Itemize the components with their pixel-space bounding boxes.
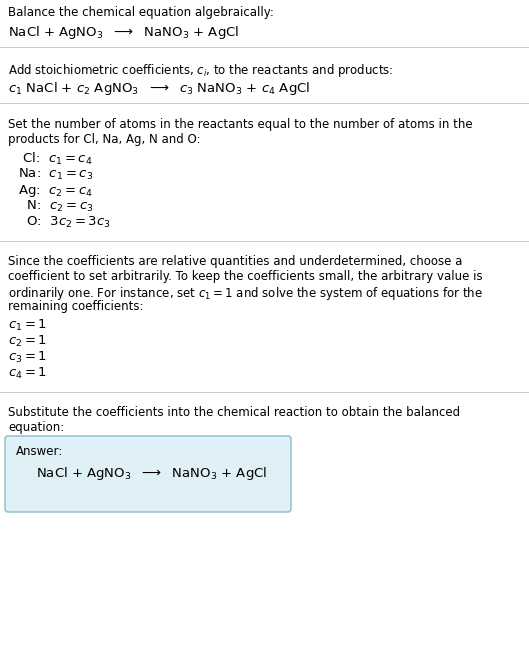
Text: Set the number of atoms in the reactants equal to the number of atoms in the: Set the number of atoms in the reactants… (8, 118, 472, 131)
Text: Balance the chemical equation algebraically:: Balance the chemical equation algebraica… (8, 6, 274, 19)
Text: coefficient to set arbitrarily. To keep the coefficients small, the arbitrary va: coefficient to set arbitrarily. To keep … (8, 270, 482, 283)
Text: Ag:  $c_2 = c_4$: Ag: $c_2 = c_4$ (18, 183, 93, 199)
Text: $c_1 = 1$: $c_1 = 1$ (8, 318, 47, 333)
Text: Add stoichiometric coefficients, $c_i$, to the reactants and products:: Add stoichiometric coefficients, $c_i$, … (8, 62, 394, 79)
Text: products for Cl, Na, Ag, N and O:: products for Cl, Na, Ag, N and O: (8, 133, 200, 146)
Text: O:  $3 c_2 = 3 c_3$: O: $3 c_2 = 3 c_3$ (18, 215, 111, 230)
Text: Answer:: Answer: (16, 445, 63, 458)
Text: Since the coefficients are relative quantities and underdetermined, choose a: Since the coefficients are relative quan… (8, 255, 462, 268)
Text: NaCl + AgNO$_3$  $\longrightarrow$  NaNO$_3$ + AgCl: NaCl + AgNO$_3$ $\longrightarrow$ NaNO$_… (8, 24, 239, 41)
Text: $c_4 = 1$: $c_4 = 1$ (8, 366, 47, 381)
Text: Na:  $c_1 = c_3$: Na: $c_1 = c_3$ (18, 167, 93, 182)
FancyBboxPatch shape (5, 436, 291, 512)
Text: NaCl + AgNO$_3$  $\longrightarrow$  NaNO$_3$ + AgCl: NaCl + AgNO$_3$ $\longrightarrow$ NaNO$_… (36, 465, 267, 482)
Text: Cl:  $c_1 = c_4$: Cl: $c_1 = c_4$ (18, 151, 93, 167)
Text: $c_3 = 1$: $c_3 = 1$ (8, 350, 47, 365)
Text: Substitute the coefficients into the chemical reaction to obtain the balanced: Substitute the coefficients into the che… (8, 406, 460, 419)
Text: N:  $c_2 = c_3$: N: $c_2 = c_3$ (18, 199, 94, 214)
Text: ordinarily one. For instance, set $c_1 = 1$ and solve the system of equations fo: ordinarily one. For instance, set $c_1 =… (8, 285, 483, 302)
Text: remaining coefficients:: remaining coefficients: (8, 300, 143, 313)
Text: $c_2 = 1$: $c_2 = 1$ (8, 334, 47, 349)
Text: equation:: equation: (8, 421, 64, 434)
Text: $c_1$ NaCl + $c_2$ AgNO$_3$  $\longrightarrow$  $c_3$ NaNO$_3$ + $c_4$ AgCl: $c_1$ NaCl + $c_2$ AgNO$_3$ $\longrighta… (8, 80, 310, 97)
